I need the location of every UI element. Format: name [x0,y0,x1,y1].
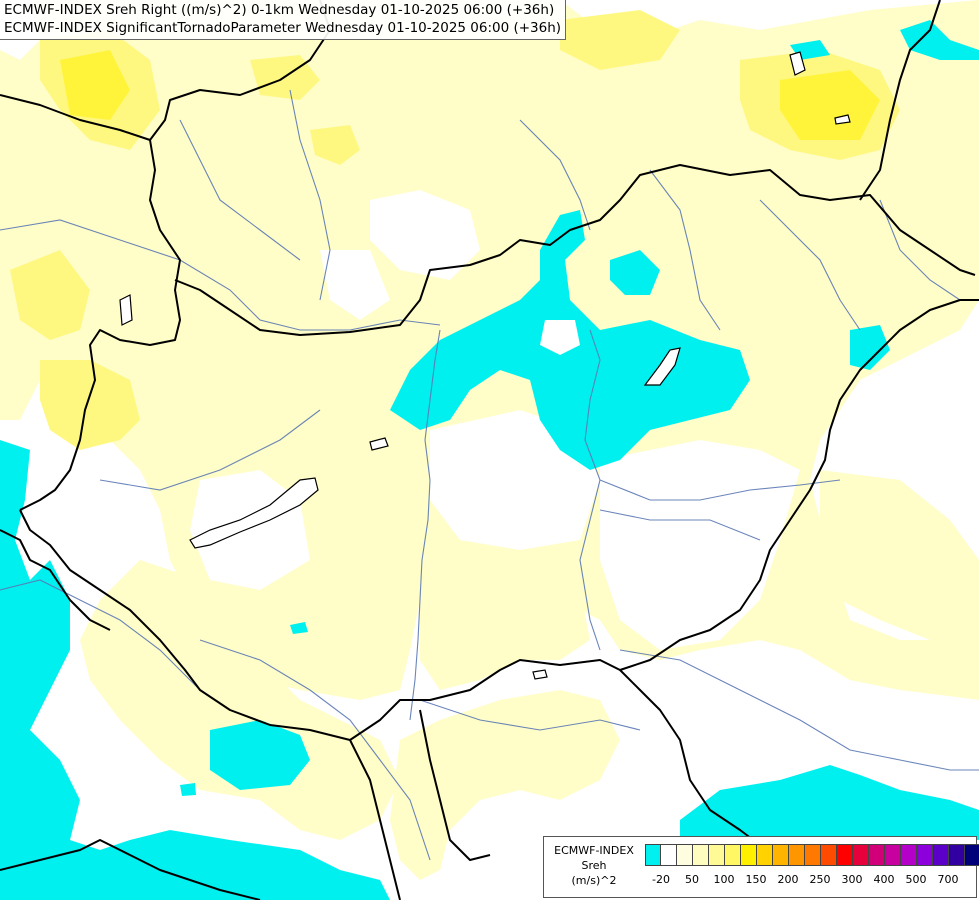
legend-tick-label: 50 [685,873,699,886]
legend-label-line-2: Sreh [581,859,607,872]
legend-label: ECMWF-INDEX Sreh (m/s)^2 [544,843,644,888]
map-title-box: ECMWF-INDEX Sreh Right ((m/s)^2) 0-1km W… [0,0,567,40]
legend-tick-label: 150 [745,873,767,886]
legend-tick-label: 100 [713,873,735,886]
legend-swatch [757,844,773,866]
legend-swatch [805,844,821,866]
legend-swatch [773,844,789,866]
legend-swatch [645,844,661,866]
legend-tick-label: 400 [873,873,895,886]
legend-tick-label: 250 [809,873,831,886]
title-line-2: ECMWF-INDEX SignificantTornadoParameter … [4,20,562,36]
legend-swatch [853,844,869,866]
legend-swatch [821,844,837,866]
title-line-1: ECMWF-INDEX Sreh Right ((m/s)^2) 0-1km W… [4,2,555,18]
legend-swatch [917,844,933,866]
legend-tick-label: 700 [937,873,959,886]
legend-ticks: -20 50 100 150 200 250 300 400 500 700 [645,873,975,889]
legend-swatch [965,844,979,866]
legend-tick-label: -20 [652,873,670,886]
legend-swatch [933,844,949,866]
legend-swatch [741,844,757,866]
sreh-field-cyan [0,20,979,900]
legend-swatch [885,844,901,866]
legend-swatch [901,844,917,866]
river-network [0,89,979,861]
legend-swatch [677,844,693,866]
legend-tick-label: 200 [777,873,799,886]
legend-tick-label: 500 [905,873,927,886]
legend-swatch [693,844,709,866]
sreh-field-white [0,0,979,840]
legend-swatch [949,844,965,866]
legend-swatch [837,844,853,866]
legend-swatch [661,844,677,866]
legend-label-line-1: ECMWF-INDEX [554,844,634,857]
legend-swatches [645,844,979,866]
legend-swatch [869,844,885,866]
legend-label-line-3: (m/s)^2 [571,874,617,887]
color-legend: ECMWF-INDEX Sreh (m/s)^2 -20 50 100 150 200 2… [543,836,979,898]
legend-swatch [725,844,741,866]
lake-balaton [119,51,851,680]
legend-swatch [789,844,805,866]
sreh-field-bright [60,50,880,140]
legend-swatch [709,844,725,866]
legend-tick-label: 300 [841,873,863,886]
